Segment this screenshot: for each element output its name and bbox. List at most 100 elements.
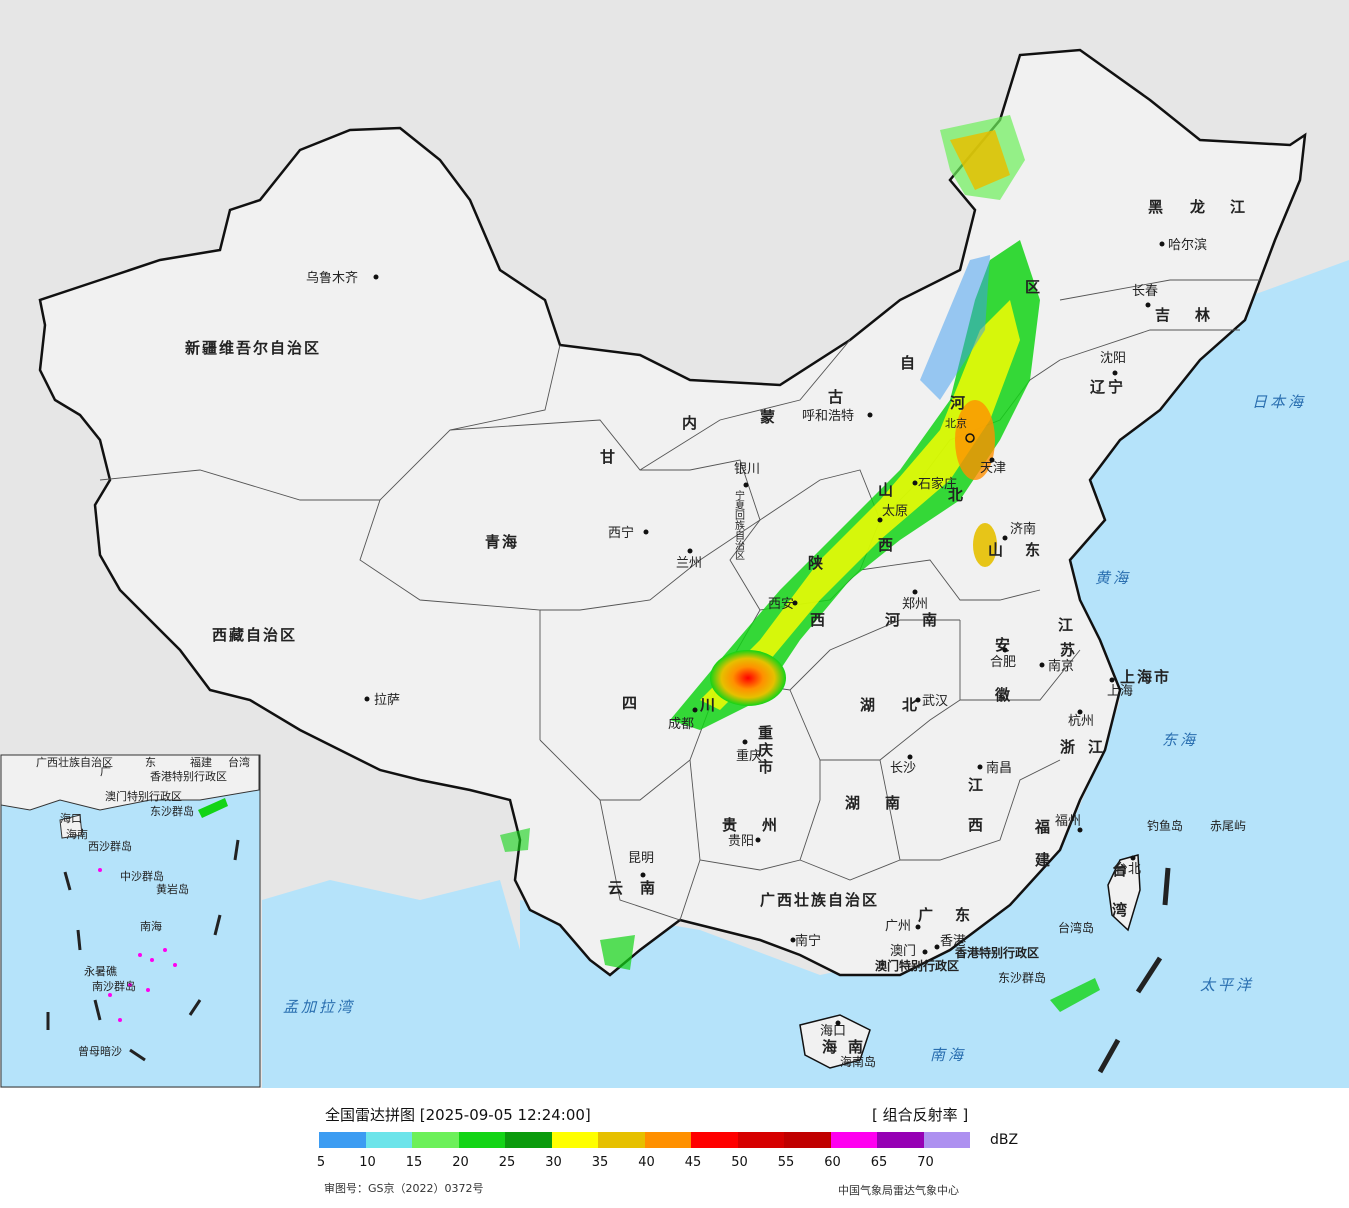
taiwan-island [1107, 854, 1141, 932]
city-label: 西宁 [608, 525, 634, 541]
city-label: 南昌 [986, 760, 1012, 776]
scale-tick-label: 20 [452, 1155, 469, 1170]
province-label: 东 [955, 906, 972, 924]
city-label: 兰州 [676, 556, 702, 571]
province-label: 江 [1088, 738, 1105, 756]
scale-swatch [923, 1132, 970, 1148]
scale-tick-label: 5 [316, 1155, 326, 1170]
province-label: 青海 [485, 533, 519, 551]
sea-label: 太平洋 [1200, 976, 1254, 994]
inset-label: 澳门特别行政区 [105, 789, 182, 803]
province-label: 林 [1195, 306, 1212, 324]
inset-label: 曾母暗沙 [78, 1044, 122, 1058]
unit-label: dBZ [990, 1132, 1019, 1148]
city-label: 石家庄 [918, 476, 957, 492]
inset-label: 永暑礁 [84, 964, 117, 978]
city-label: 杭州 [1068, 714, 1094, 729]
inset-label: 福建 [190, 755, 212, 769]
city-label: 太原 [882, 504, 908, 519]
inset-label: 东沙群岛 [150, 804, 194, 818]
island-label: 台湾岛 [1058, 920, 1094, 935]
province-label: 徽 [994, 686, 1012, 704]
city-label: 南京 [1048, 658, 1074, 674]
province-label: 宁 [1108, 378, 1125, 396]
province-label: 香港特别行政区 [954, 945, 1039, 960]
province-label: 广 [918, 906, 935, 924]
scale-tick-label: 50 [731, 1155, 748, 1170]
sea-label: 孟加拉湾 [283, 998, 355, 1016]
province-borders [99, 279, 1260, 921]
inset-label: 东 [145, 756, 156, 769]
province-label: 江 [1058, 616, 1075, 634]
province-label: 西 [878, 536, 895, 554]
city-label: 西安 [768, 597, 794, 612]
scale-swatch [458, 1132, 505, 1148]
city-label: 广州 [885, 919, 911, 934]
boundary-dashes [1097, 867, 1171, 1074]
city-label: 上海 [1107, 684, 1133, 699]
city-label: 沈阳 [1100, 351, 1126, 366]
province-label: 山 [878, 481, 895, 499]
island-labels: 钓鱼岛 赤尾屿 台湾岛 东沙群岛 海南岛 [840, 818, 1246, 1069]
province-label: 重庆市 [756, 724, 774, 776]
city-label: 合肥 [990, 655, 1016, 670]
scale-tick-label: 65 [870, 1155, 888, 1170]
province-label: 北 [948, 486, 965, 504]
province-label: 山 [988, 541, 1005, 559]
scale-swatch [644, 1132, 691, 1148]
inset-label: 台湾 [228, 755, 250, 769]
scale-tick-label: 25 [498, 1155, 516, 1170]
city-label: 哈尔滨 [1168, 237, 1207, 253]
scale-tick-label: 55 [777, 1155, 795, 1170]
city-label: 武汉 [922, 694, 948, 709]
province-label: 南 [885, 794, 902, 812]
province-label: 自 [900, 354, 917, 372]
province-label: 澳门特别行政区 [875, 958, 959, 973]
sea-label: 黄海 [1095, 569, 1131, 587]
province-label: 区 [1025, 278, 1042, 296]
province-label: 西藏自治区 [212, 626, 297, 644]
inset-label: 南沙群岛 [92, 979, 136, 993]
province-label: 川 [699, 696, 717, 714]
island-label: 海南岛 [840, 1054, 876, 1069]
province-label: 广西壮族自治区 [760, 891, 879, 909]
province-label: 湖 [860, 696, 877, 714]
radar-echoes [500, 115, 1100, 1012]
inset-label: 广西壮族自治区 [36, 755, 113, 769]
city-labels: 乌鲁木齐 拉萨 西宁 兰州 银川 呼和浩特 哈尔滨 长春 沈阳 北京 天津 石家… [306, 237, 1207, 1039]
province-label: 黑 [1148, 198, 1165, 216]
province-label: 南 [848, 1038, 865, 1056]
sea-labels: 日本海 黄海 东海 太平洋 南海 孟加拉湾 [283, 393, 1303, 1064]
province-label: 建 [1035, 851, 1052, 869]
province-label: 上海市 [1120, 668, 1171, 686]
city-label: 香港 [940, 934, 966, 949]
island-label: 东沙群岛 [998, 970, 1046, 985]
scale-tick-label: 70 [917, 1155, 934, 1170]
province-label: 湖 [845, 794, 862, 812]
scale-tick-label: 35 [591, 1155, 609, 1170]
province-label: 海 [822, 1038, 839, 1056]
province-label: 苏 [1060, 641, 1077, 659]
province-label: 吉 [1155, 306, 1172, 324]
review-number: 审图号：GS京（2022）0372号 [324, 1182, 484, 1195]
province-label: 云 [608, 879, 625, 897]
agency-label: 中国气象局雷达气象中心 [838, 1184, 959, 1197]
province-label: 湾 [1112, 901, 1129, 919]
scale-swatch [551, 1132, 598, 1148]
province-label: 西 [810, 611, 827, 629]
province-label: 宁夏回族自治区 [733, 489, 745, 560]
scale-swatch [598, 1132, 645, 1148]
province-label: 江 [1230, 198, 1247, 216]
city-label: 乌鲁木齐 [306, 270, 358, 286]
city-label: 银川 [734, 462, 760, 477]
province-label: 台 [1112, 861, 1129, 879]
city-label: 台北 [1115, 862, 1141, 877]
scale-tick-label: 30 [545, 1155, 562, 1170]
legend-title: 全国雷达拼图 [2025-09-05 12:24:00] [325, 1106, 591, 1124]
province-label: 州 [761, 816, 779, 834]
scale-tick-label: 45 [684, 1155, 702, 1170]
city-label: 呼和浩特 [802, 409, 854, 424]
scale-swatch [319, 1132, 366, 1148]
city-label: 长春 [1132, 284, 1158, 299]
